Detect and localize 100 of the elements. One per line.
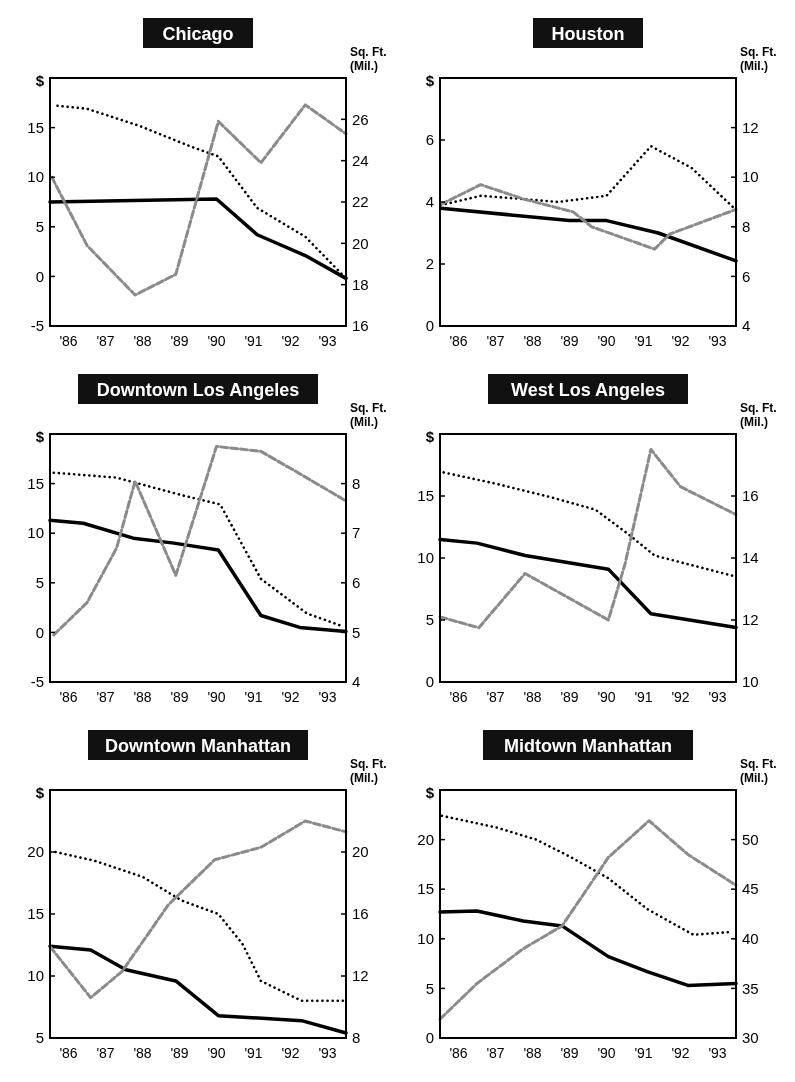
y-tick-label: 4 — [425, 193, 434, 211]
y2-tick-label: 16 — [352, 905, 369, 923]
y-tick-label: 2 — [425, 255, 434, 273]
y2-tick-label: 8 — [742, 218, 751, 236]
x-tick-label: '88 — [133, 689, 152, 705]
x-tick-label: '92 — [671, 1045, 690, 1061]
line-series — [438, 448, 738, 630]
y2-axis-title: Sq. Ft. (Mil.) — [350, 757, 387, 785]
x-tick-label: '93 — [708, 333, 727, 349]
x-tick-label: '91 — [244, 1045, 263, 1061]
y2-axis-title: Sq. Ft. (Mil.) — [740, 757, 777, 785]
y-tick-label: 5 — [35, 1029, 44, 1047]
y-tick-label: 10 — [27, 524, 44, 542]
x-tick-label: '92 — [281, 689, 300, 705]
x-tick-label: '89 — [560, 1045, 579, 1061]
y-tick-label: 10 — [417, 930, 434, 948]
y-tick-label: 10 — [27, 967, 44, 985]
chart-title: West Los Angeles — [510, 380, 666, 400]
x-tick-label: '93 — [708, 689, 727, 705]
x-tick-label: '86 — [449, 333, 468, 349]
x-tick-label: '87 — [486, 689, 505, 705]
y2-tick-label: 6 — [352, 574, 361, 592]
x-tick-label: '88 — [523, 1045, 542, 1061]
line-series — [52, 471, 342, 627]
line-series — [52, 444, 348, 637]
y2-tick-label: 12 — [742, 118, 759, 136]
y-axis-title: $ — [35, 784, 45, 801]
x-tick-label: '91 — [634, 1045, 653, 1061]
y2-tick-label: 8 — [352, 1029, 361, 1047]
y2-tick-label: 8 — [352, 474, 361, 492]
y-tick-label: 5 — [35, 218, 44, 236]
chart-title: Downtown Manhattan — [105, 736, 291, 756]
y2-tick-label: 24 — [352, 151, 369, 169]
x-tick-label: '86 — [59, 689, 78, 705]
y2-tick-label: 22 — [352, 193, 369, 211]
y-tick-label: -5 — [30, 673, 44, 691]
y-axis-title: $ — [425, 428, 435, 445]
y2-tick-label: 50 — [742, 830, 759, 848]
x-tick-label: '88 — [523, 333, 542, 349]
x-tick-label: '91 — [244, 333, 263, 349]
x-tick-label: '87 — [96, 689, 115, 705]
x-tick-label: '92 — [671, 689, 690, 705]
x-tick-label: '87 — [486, 333, 505, 349]
x-tick-label: '90 — [597, 689, 616, 705]
y-tick-label: 0 — [425, 1029, 434, 1047]
y-tick-label: 5 — [425, 979, 434, 997]
x-tick-label: '86 — [59, 1045, 78, 1061]
y-axis-title: $ — [425, 784, 435, 801]
y2-tick-label: 12 — [742, 611, 759, 629]
x-tick-label: '93 — [318, 333, 337, 349]
y2-tick-label: 35 — [742, 979, 759, 997]
y2-tick-label: 12 — [352, 967, 369, 985]
y2-tick-label: 20 — [352, 234, 369, 252]
x-tick-label: '91 — [634, 333, 653, 349]
y-axis-title: $ — [35, 428, 45, 445]
y2-tick-label: 4 — [352, 673, 361, 691]
x-tick-label: '86 — [59, 333, 78, 349]
y2-tick-label: 20 — [352, 843, 369, 861]
y-axis-title: $ — [35, 72, 45, 89]
x-tick-label: '92 — [281, 333, 300, 349]
y-tick-label: 15 — [27, 118, 44, 136]
y2-tick-label: 45 — [742, 880, 759, 898]
y2-tick-label: 14 — [742, 549, 759, 567]
y-tick-label: 5 — [35, 574, 44, 592]
y2-tick-label: 7 — [352, 524, 361, 542]
x-tick-label: '87 — [96, 1045, 115, 1061]
line-series — [48, 819, 348, 1000]
y-axis-title: $ — [425, 72, 435, 89]
y-tick-label: 20 — [417, 830, 434, 848]
x-tick-label: '92 — [671, 333, 690, 349]
x-tick-label: '89 — [170, 1045, 189, 1061]
y2-axis-title: Sq. Ft. (Mil.) — [350, 401, 387, 429]
y2-tick-label: 5 — [352, 623, 361, 641]
x-tick-label: '89 — [170, 333, 189, 349]
x-tick-label: '93 — [318, 1045, 337, 1061]
y-tick-label: 15 — [27, 474, 44, 492]
y-tick-label: 15 — [417, 487, 434, 505]
y2-axis-title: Sq. Ft. (Mil.) — [740, 401, 777, 429]
x-tick-label: '88 — [133, 1045, 152, 1061]
y2-tick-label: 26 — [352, 110, 369, 128]
x-tick-label: '90 — [207, 333, 226, 349]
x-tick-label: '89 — [560, 689, 579, 705]
y-tick-label: 10 — [27, 168, 44, 186]
y-tick-label: 6 — [425, 131, 434, 149]
y-tick-label: 0 — [425, 673, 434, 691]
y2-tick-label: 16 — [742, 487, 759, 505]
y-tick-label: -5 — [30, 317, 44, 335]
y2-tick-label: 40 — [742, 930, 759, 948]
y-tick-label: 5 — [425, 611, 434, 629]
x-tick-label: '93 — [318, 689, 337, 705]
x-tick-label: '86 — [449, 1045, 468, 1061]
x-tick-label: '90 — [207, 689, 226, 705]
x-tick-label: '91 — [244, 689, 263, 705]
y-tick-label: 0 — [35, 267, 44, 285]
x-tick-label: '87 — [486, 1045, 505, 1061]
y2-tick-label: 4 — [742, 317, 751, 335]
x-tick-label: '93 — [708, 1045, 727, 1061]
y-tick-label: 10 — [417, 549, 434, 567]
y2-axis-title: Sq. Ft. (Mil.) — [350, 45, 387, 73]
y2-tick-label: 6 — [742, 267, 751, 285]
